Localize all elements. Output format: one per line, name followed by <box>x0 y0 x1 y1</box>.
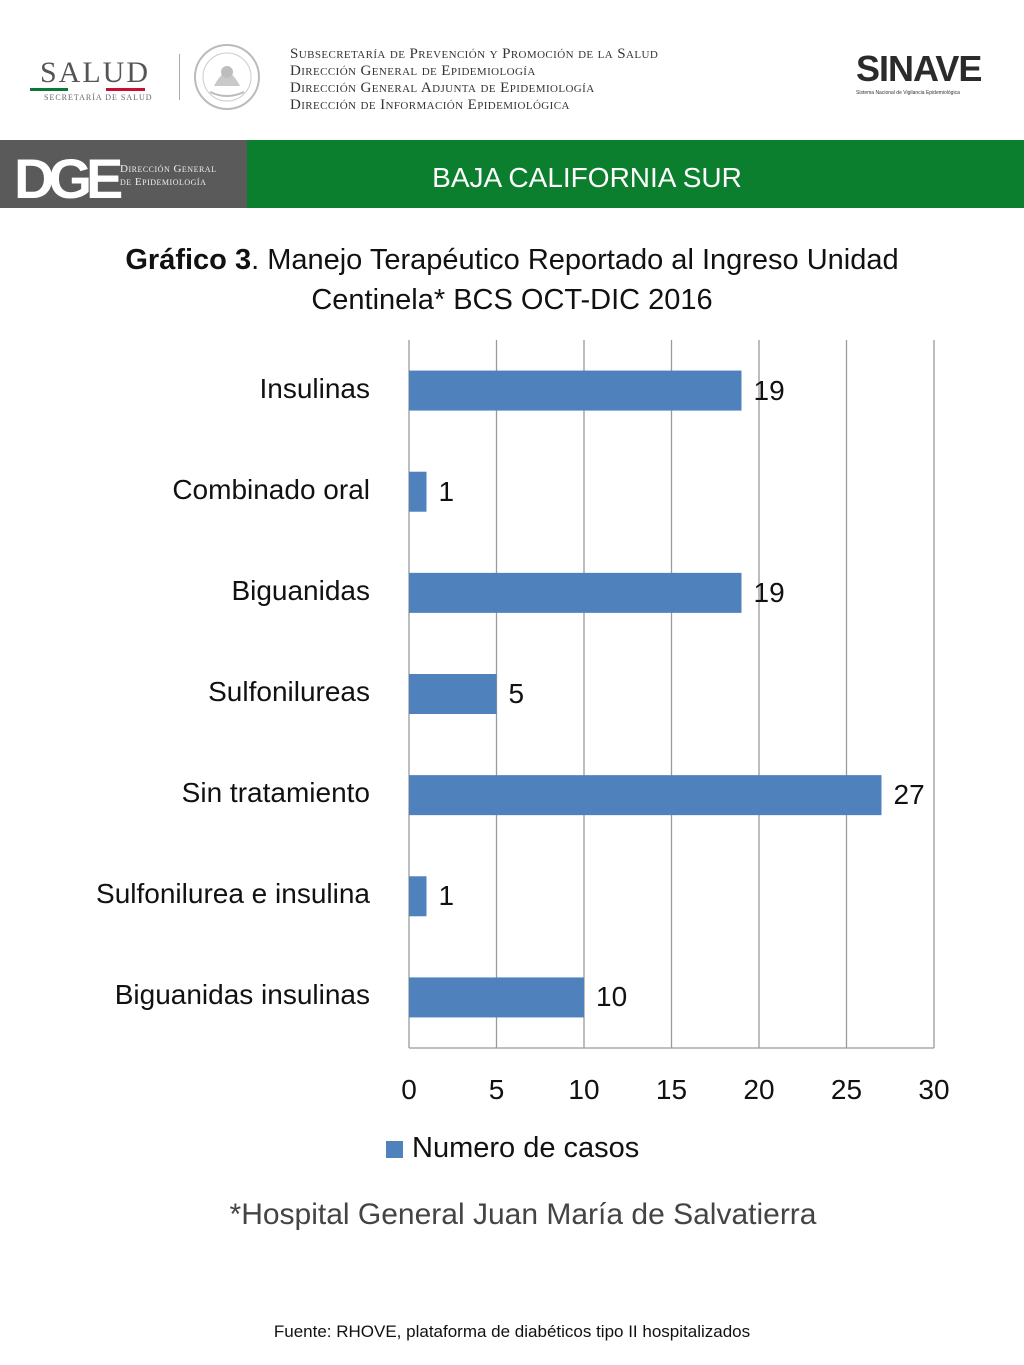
dge-sub-line-1: Dirección General <box>120 163 217 175</box>
salud-logo-word: SALUD <box>40 56 151 89</box>
bar-5 <box>409 876 427 917</box>
mexican-coat-of-arms-icon <box>194 44 260 110</box>
sinave-logo-subtitle: Sistema Nacional de Vigilancia Epidemiol… <box>856 90 960 96</box>
bar-3 <box>409 674 497 714</box>
salud-logo-stripe <box>30 88 145 91</box>
x-tick-label: 20 <box>743 1074 775 1105</box>
x-tick-label: 25 <box>830 1074 863 1105</box>
chart-title: Gráfico 3. Manejo Terapéutico Reportado … <box>60 240 964 320</box>
dge-logo-subtitle: Dirección General de Epidemiología <box>120 163 216 189</box>
category-label: Sulfonilureas <box>208 676 370 707</box>
header-line-4: Dirección de Información Epidemiológica <box>290 97 570 113</box>
data-label: 10 <box>596 981 628 1013</box>
state-name: BAJA CALIFORNIA SUR <box>432 162 742 193</box>
x-tick-label: 10 <box>568 1074 600 1105</box>
chart-title-bold: Gráfico 3 <box>125 244 252 276</box>
category-label: Sin tratamiento <box>181 777 370 809</box>
data-label: 1 <box>438 475 455 507</box>
data-label: 19 <box>753 576 785 608</box>
bar-1 <box>409 471 427 512</box>
bar-4 <box>409 775 882 816</box>
header-institution-lines: Subsecretaría de Prevención y Promoción … <box>290 46 658 114</box>
bar-6 <box>409 977 584 1018</box>
bar-chart <box>408 340 935 1049</box>
category-label: Biguanidas <box>231 574 370 606</box>
header-line-2: Dirección General de Epidemiología <box>290 63 536 79</box>
legend-swatch <box>386 1141 403 1158</box>
footnote: *Hospital General Juan María de Salvatie… <box>229 1198 817 1231</box>
data-label: 27 <box>893 779 925 811</box>
x-tick-label: 30 <box>918 1074 950 1105</box>
data-label: 5 <box>508 678 525 709</box>
category-label: Sulfonilurea e insulina <box>96 878 370 910</box>
salud-logo-subtitle: SECRETARÍA DE SALUD <box>44 93 153 102</box>
x-tick-label: 15 <box>655 1074 688 1105</box>
chart-title-rest: . Manejo Terapéutico Reportado al Ingres… <box>251 244 899 276</box>
category-label: Insulinas <box>259 372 370 404</box>
sinave-logo-word: SINAVE <box>856 48 982 89</box>
x-tick-label: 5 <box>488 1074 505 1105</box>
header-divider <box>179 54 180 100</box>
category-label: Biguanidas insulinas <box>114 979 370 1011</box>
dge-sub-line-2: de Epidemiología <box>120 176 207 188</box>
x-tick-label: 0 <box>401 1074 417 1105</box>
category-label: Combinado oral <box>172 473 370 505</box>
source-text: Fuente: RHOVE, plataforma de diabéticos … <box>273 1322 751 1341</box>
header-line-3: Dirección General Adjunta de Epidemiolog… <box>290 80 595 96</box>
bar-0 <box>409 370 742 411</box>
legend-label: Numero de casos <box>412 1132 640 1164</box>
data-label: 19 <box>753 374 785 406</box>
dge-band <box>0 140 247 208</box>
data-label: 1 <box>438 880 455 912</box>
chart-title-line2: Centinela* BCS OCT-DIC 2016 <box>311 284 713 316</box>
header-line-1: Subsecretaría de Prevención y Promoción … <box>290 46 659 62</box>
dge-logo-word: DGE <box>14 147 123 210</box>
bar-2 <box>409 572 742 613</box>
state-band <box>247 140 1024 208</box>
